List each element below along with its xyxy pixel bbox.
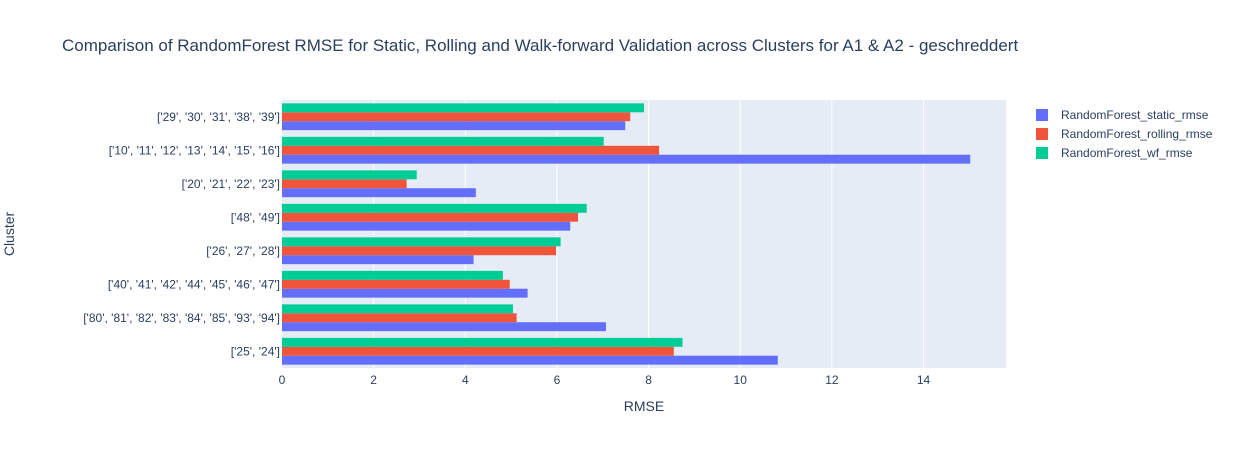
y-tick-label: ['10', '11', '12', '13', '14', '15', '16… bbox=[109, 143, 280, 157]
bar bbox=[282, 237, 561, 247]
bar bbox=[282, 322, 606, 332]
y-tick-label: ['48', '49'] bbox=[231, 210, 280, 224]
bar bbox=[282, 346, 674, 356]
bars bbox=[282, 103, 971, 365]
x-axis-title: RMSE bbox=[624, 398, 664, 414]
y-tick-label: ['80', '81', '82', '83', '84', '85', '93… bbox=[83, 311, 280, 325]
x-tick-label: 8 bbox=[645, 373, 652, 387]
bar bbox=[282, 270, 503, 280]
bar bbox=[282, 212, 579, 222]
legend-swatch[interactable] bbox=[1036, 109, 1048, 121]
bar bbox=[282, 121, 626, 131]
y-tick-labels: ['25', '24'] ['80', '81', '82', '83', '84… bbox=[83, 110, 280, 359]
bar bbox=[282, 288, 528, 298]
legend-label[interactable]: RandomForest_static_rmse bbox=[1061, 108, 1209, 122]
bar bbox=[282, 279, 510, 289]
y-axis-title: Cluster bbox=[1, 211, 17, 256]
x-tick-label: 6 bbox=[554, 373, 561, 387]
x-tick-label: 0 bbox=[279, 373, 286, 387]
bar bbox=[282, 255, 474, 265]
bar bbox=[282, 112, 631, 122]
legend-swatch[interactable] bbox=[1036, 147, 1048, 159]
bar bbox=[282, 355, 778, 365]
bar bbox=[282, 203, 587, 213]
bar bbox=[282, 103, 644, 113]
bar bbox=[282, 154, 971, 164]
x-tick-label: 10 bbox=[734, 373, 748, 387]
bar bbox=[282, 136, 604, 146]
y-tick-label: ['29', '30', '31', '38', '39'] bbox=[157, 110, 280, 124]
x-tick-label: 12 bbox=[825, 373, 839, 387]
bar bbox=[282, 337, 683, 347]
chart-title: Comparison of RandomForest RMSE for Stat… bbox=[62, 36, 1018, 55]
bar bbox=[282, 188, 476, 198]
y-tick-label: ['26', '27', '28'] bbox=[206, 244, 280, 258]
bar bbox=[282, 313, 517, 323]
x-tick-labels: 0 2 4 6 8 10 12 14 bbox=[279, 373, 931, 387]
bar bbox=[282, 170, 417, 180]
legend-swatch[interactable] bbox=[1036, 128, 1048, 140]
x-tick-label: 4 bbox=[462, 373, 469, 387]
y-tick-label: ['25', '24'] bbox=[231, 344, 280, 358]
x-tick-label: 14 bbox=[917, 373, 931, 387]
y-tick-label: ['40', '41', '42', '44', '45', '46', '47… bbox=[108, 277, 280, 291]
bar bbox=[282, 179, 407, 189]
bar bbox=[282, 145, 660, 155]
bar bbox=[282, 304, 513, 314]
legend: RandomForest_static_rmse RandomForest_rol… bbox=[1036, 108, 1213, 160]
bar bbox=[282, 246, 557, 256]
y-tick-label: ['20', '21', '22', '23'] bbox=[182, 177, 280, 191]
legend-label[interactable]: RandomForest_wf_rmse bbox=[1061, 146, 1193, 160]
legend-label[interactable]: RandomForest_rolling_rmse bbox=[1061, 127, 1213, 141]
bar bbox=[282, 221, 571, 231]
x-tick-label: 2 bbox=[370, 373, 377, 387]
